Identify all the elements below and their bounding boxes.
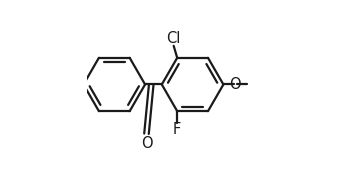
Text: Cl: Cl	[167, 31, 181, 46]
Text: F: F	[173, 122, 181, 137]
Text: O: O	[141, 136, 152, 151]
Text: O: O	[230, 77, 241, 92]
